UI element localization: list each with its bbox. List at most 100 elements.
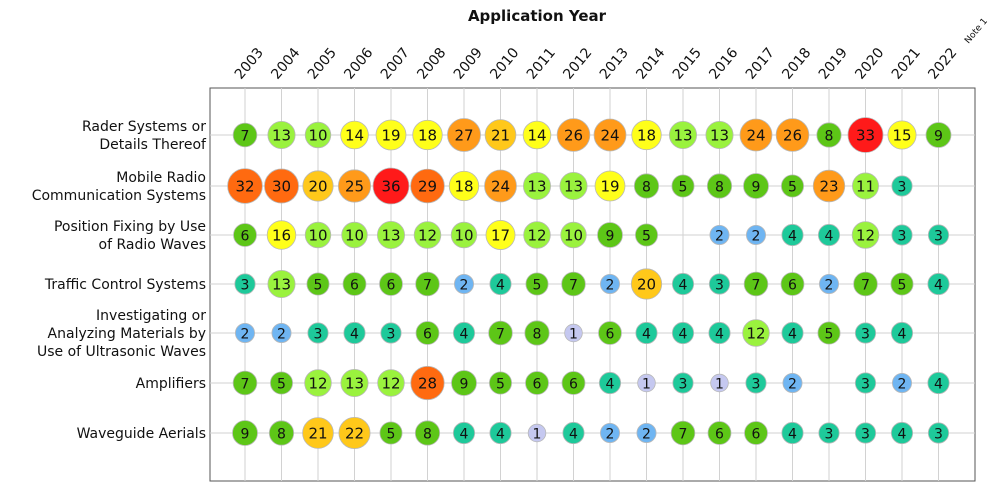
bubble-marker (852, 172, 879, 200)
bubble: 32 (227, 168, 263, 204)
bubble-marker (232, 370, 258, 396)
y-category-label-line: Position Fixing by Use (54, 219, 206, 235)
bubble-marker (484, 119, 517, 151)
x-tick-label-2019: 2019 (816, 45, 851, 83)
bubble: 13 (267, 120, 296, 150)
bubble: 3 (854, 372, 877, 394)
bubble: 7 (488, 320, 513, 346)
bubble-value-label: 16 (272, 227, 291, 245)
bubble-value-label: 3 (861, 427, 870, 443)
bubble-value-label: 6 (350, 278, 359, 294)
bubble-value-label: 4 (460, 427, 469, 443)
bubble-marker (633, 173, 660, 199)
bubble-marker (266, 220, 297, 250)
bubble: 4 (890, 421, 914, 445)
bubble-value-label: 5 (898, 278, 907, 294)
bubble-value-label: 20 (637, 276, 656, 294)
bubble: 13 (522, 171, 552, 201)
bubble-value-label: 4 (825, 229, 834, 245)
bubble-marker (340, 368, 369, 398)
bubble: 13 (267, 269, 296, 299)
bubble-value-label: 32 (235, 178, 254, 196)
bubble-value-label: 2 (460, 278, 469, 294)
bubble-value-label: 12 (308, 375, 327, 393)
bubble: 2 (636, 423, 657, 443)
bubble: 10 (560, 221, 587, 249)
bubble: 26 (775, 118, 810, 152)
bubble: 26 (556, 118, 591, 152)
bubble-marker (525, 371, 549, 395)
bubble-value-label: 8 (642, 180, 651, 196)
y-category-label-line: Communication Systems (32, 188, 206, 204)
bubble-marker (412, 119, 443, 151)
bubble-marker (561, 371, 586, 395)
bubble-marker (410, 365, 445, 401)
bubble-marker (379, 272, 403, 296)
bubble: 25 (337, 169, 372, 203)
bubble: 30 (264, 168, 299, 204)
bubble: 13 (340, 368, 369, 398)
bubble: 6 (561, 371, 586, 395)
bubble-value-label: 3 (314, 327, 323, 343)
bubble: 7 (415, 271, 440, 297)
bubble: 5 (817, 321, 841, 345)
bubble-marker (743, 173, 769, 199)
bubble: 12 (304, 369, 332, 397)
bubble-marker (927, 422, 950, 444)
y-category-label: Position Fixing by Use of Radio Waves (54, 219, 206, 253)
bubble-marker (415, 321, 440, 345)
bubble: 19 (375, 119, 407, 151)
bubble-value-label: 6 (241, 229, 250, 245)
bubble-value-label: 25 (345, 178, 364, 196)
bubble-marker (707, 421, 732, 445)
bubble-value-label: 4 (496, 427, 505, 443)
bubble-marker (782, 373, 803, 393)
bubble-marker (340, 120, 369, 150)
bubble: 13 (559, 171, 588, 201)
bubble-value-label: 24 (746, 127, 765, 145)
y-category-label: Amplifiers (136, 376, 206, 392)
bubble: 12 (377, 369, 405, 397)
bubble-marker (854, 372, 877, 394)
bubble-marker (454, 274, 474, 294)
bubble-value-label: 2 (898, 377, 907, 393)
bubble-marker (781, 223, 804, 247)
bubble: 2 (600, 423, 620, 443)
bubble-marker (450, 221, 478, 249)
bubble-marker (600, 274, 620, 294)
bubble-marker (525, 272, 549, 296)
bubble-value-label: 12 (527, 227, 546, 245)
bubble-value-label: 4 (788, 229, 797, 245)
bubble-value-label: 2 (277, 327, 286, 343)
bubble-marker (598, 321, 622, 345)
y-category-label-line: Use of Ultrasonic Waves (37, 344, 206, 360)
bubble: 2 (782, 373, 803, 393)
bubble-value-label: 4 (496, 278, 505, 294)
bubble-marker (268, 420, 295, 446)
bubble-marker (376, 220, 406, 250)
bubble-marker (337, 169, 372, 203)
bubble-marker (232, 420, 258, 446)
bubble-value-label: 4 (715, 327, 724, 343)
bubble: 4 (452, 421, 476, 445)
bubble: 8 (268, 420, 295, 446)
bubble-marker (847, 117, 884, 153)
y-category-label: Investigating or Analyzing Materials by Us… (37, 308, 206, 360)
bubble: 21 (484, 119, 517, 151)
bubble-value-label: 7 (241, 129, 250, 145)
bubble: 8 (706, 173, 733, 199)
bubble-value-label: 24 (491, 178, 510, 196)
bubble-value-label: 2 (752, 229, 761, 245)
x-tick-label-2015: 2015 (670, 45, 705, 83)
bubble: 17 (485, 220, 516, 250)
bubble: 8 (414, 420, 441, 446)
bubble: 36 (372, 167, 410, 205)
bubble-marker (304, 369, 332, 397)
bubble-marker (709, 225, 730, 245)
bubble-marker (304, 121, 332, 149)
bubble-value-label: 9 (606, 229, 615, 245)
x-tick-note: Note 1 (963, 17, 990, 46)
x-tick-label-2004: 2004 (268, 45, 303, 83)
bubble: 1 (710, 373, 729, 393)
bubble-value-label: 5 (496, 377, 505, 393)
